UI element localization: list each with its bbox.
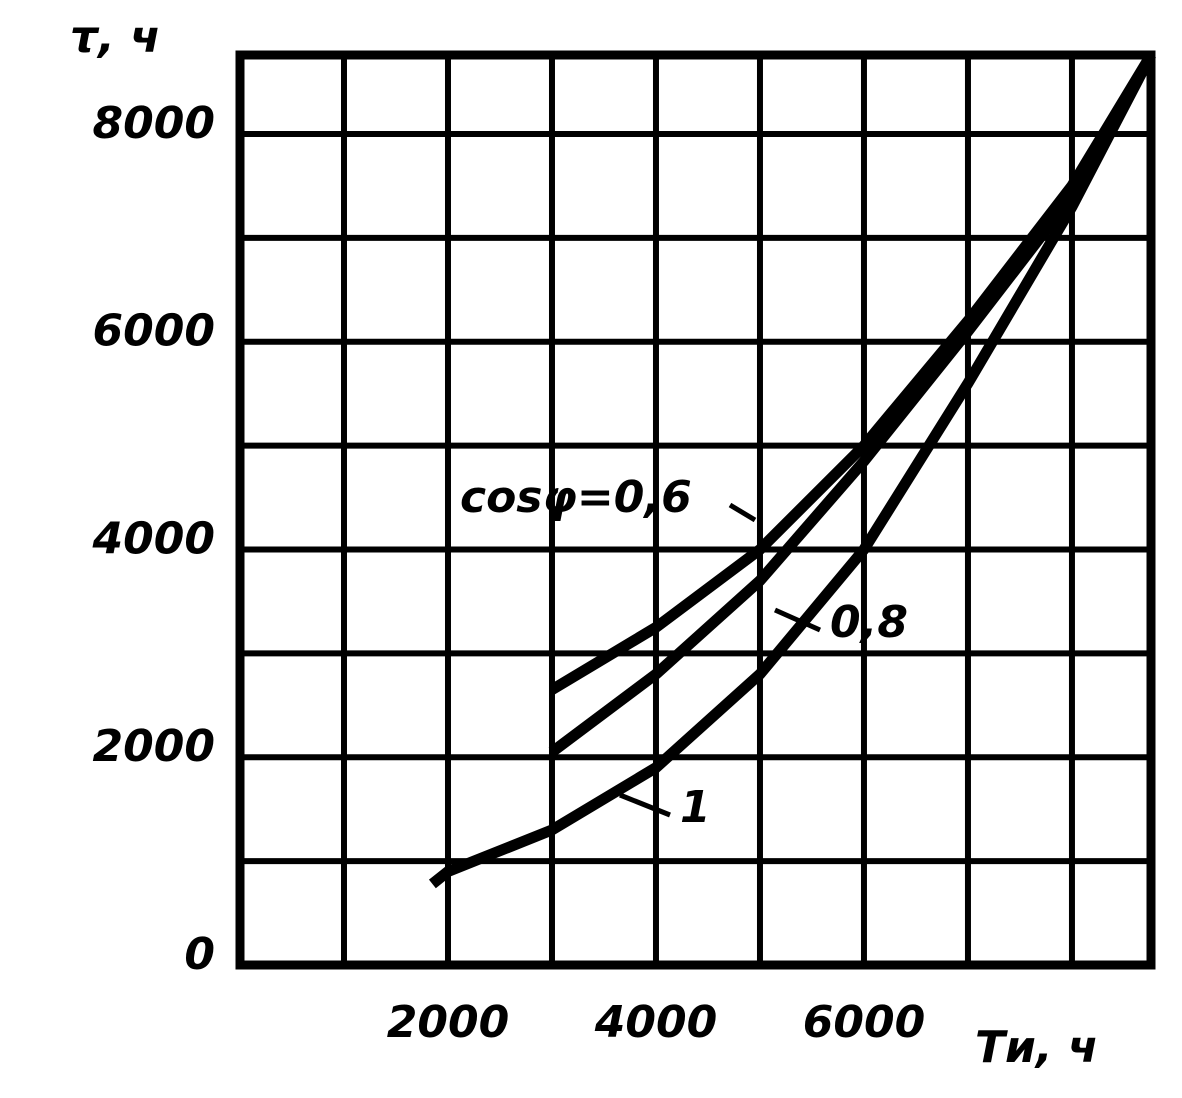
plot-frame	[235, 50, 1156, 970]
x-tick-label: 6000	[803, 997, 925, 1048]
y-axis-label: τ, ч	[70, 12, 160, 63]
leader-line	[773, 607, 822, 633]
x-tick-label: 4000	[594, 997, 717, 1048]
y-tick-label: 0	[184, 929, 215, 980]
series-label: cosφ=0,6	[460, 472, 692, 523]
leader-line	[619, 792, 671, 818]
y-tick-label: 6000	[93, 306, 215, 357]
x-tick-label: 2000	[387, 997, 509, 1048]
y-tick-label: 4000	[92, 513, 215, 564]
line	[549, 52, 1156, 695]
x-axis-label: Tи, ч	[975, 1022, 1098, 1073]
series-label: 0,8	[830, 597, 908, 648]
series-label: 1	[680, 782, 711, 833]
leader-line	[728, 502, 757, 523]
y-tick-label: 2000	[93, 721, 215, 772]
line	[428, 52, 1156, 889]
y-tick-label: 8000	[93, 98, 215, 149]
